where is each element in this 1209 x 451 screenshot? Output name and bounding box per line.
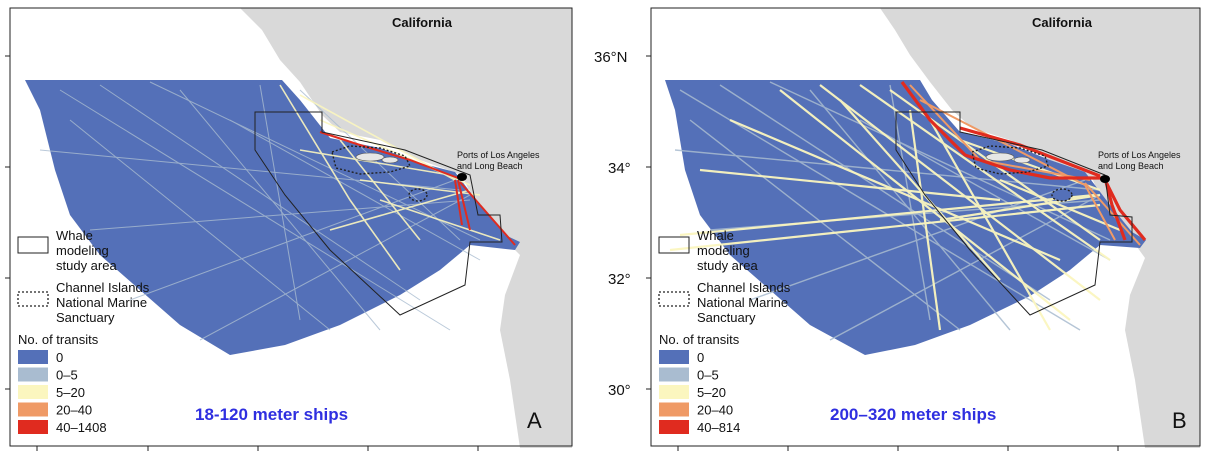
legend-sanctuary-line2-a: National Marine bbox=[56, 295, 147, 310]
sanctuary-outline-small-b bbox=[1051, 188, 1073, 202]
legend-a: Whale modeling study area Channel Island… bbox=[17, 228, 150, 435]
map-panel-a: California Ports of Los Angeles and Long… bbox=[0, 0, 580, 451]
legend-swatch-a-0 bbox=[18, 350, 48, 364]
legend-swatch-b-3 bbox=[659, 402, 689, 417]
land-california-a bbox=[240, 8, 572, 448]
map-frame-a bbox=[9, 7, 573, 447]
legend-swatch-b-1 bbox=[659, 367, 689, 382]
legend-bin-label-b-2: 5–20 bbox=[697, 385, 726, 400]
legend-sanctuary-line3-b: Sanctuary bbox=[697, 310, 756, 325]
lat-label-32: 32° bbox=[608, 271, 631, 288]
legend-study-area-line3-b: study area bbox=[697, 258, 758, 273]
axis-ticks-a bbox=[5, 55, 479, 451]
legend-swatch-b-2 bbox=[659, 385, 689, 399]
legend-study-area-line2-b: modeling bbox=[697, 243, 750, 258]
ports-label-a-line1: Ports of Los Angeles bbox=[457, 150, 540, 160]
legend-sanctuary-line3-a: Sanctuary bbox=[56, 310, 115, 325]
ports-label-a-line2: and Long Beach bbox=[457, 161, 523, 171]
map-a-svg: California Ports of Los Angeles and Long… bbox=[5, 7, 573, 451]
legend-study-area-swatch-b bbox=[658, 236, 690, 254]
legend-bin-label-b-3: 20–40 bbox=[697, 403, 733, 418]
lat-label-34: 34° bbox=[608, 160, 631, 177]
map-panel-b: 36°N 34° 32° 30° California Ports of Los… bbox=[580, 0, 1209, 451]
legend-sanctuary-line2-b: National Marine bbox=[697, 295, 788, 310]
legend-study-area-line1-a: Whale bbox=[56, 228, 93, 243]
channel-islands-b bbox=[985, 152, 1031, 164]
legend-swatch-a-2 bbox=[18, 385, 48, 399]
state-label-b: California bbox=[1032, 15, 1093, 30]
caption-b: 200–320 meter ships bbox=[830, 405, 996, 424]
legend-bins-a: 0 0–5 5–20 20–40 40–1408 bbox=[18, 350, 107, 435]
legend-title-b: No. of transits bbox=[659, 332, 740, 347]
legend-bin-label-a-2: 5–20 bbox=[56, 385, 85, 400]
legend-swatch-b-4 bbox=[659, 420, 689, 434]
legend-sanctuary-swatch-a bbox=[17, 291, 49, 307]
legend-bin-label-a-3: 20–40 bbox=[56, 403, 92, 418]
legend-b: Whale modeling study area Channel Island… bbox=[658, 228, 791, 435]
ship-tracks-red-a bbox=[319, 131, 516, 246]
panel-letter-a: A bbox=[527, 408, 542, 433]
study-area-outline-b bbox=[895, 111, 1133, 316]
legend-bin-label-b-0: 0 bbox=[697, 350, 704, 365]
channel-islands-a bbox=[355, 152, 399, 164]
lat-label-36: 36°N bbox=[594, 49, 628, 66]
sanctuary-outline-a bbox=[331, 145, 411, 175]
legend-swatch-a-3 bbox=[18, 402, 48, 417]
legend-sanctuary-swatch-b bbox=[658, 291, 690, 307]
legend-swatch-a-4 bbox=[18, 420, 48, 434]
ports-label-b-line1: Ports of Los Angeles bbox=[1098, 150, 1181, 160]
lat-label-30: 30° bbox=[608, 382, 631, 399]
ports-marker-a bbox=[457, 173, 467, 181]
legend-title-a: No. of transits bbox=[18, 332, 99, 347]
sanctuary-outline-b bbox=[971, 145, 1049, 175]
transit-region-a bbox=[25, 80, 520, 355]
legend-swatch-a-1 bbox=[18, 367, 48, 382]
legend-bin-label-a-1: 0–5 bbox=[56, 368, 78, 383]
legend-study-area-swatch-a bbox=[17, 236, 49, 254]
sanctuary-outline-small-a bbox=[408, 188, 428, 202]
legend-bin-label-a-0: 0 bbox=[56, 350, 63, 365]
ports-label-b-line2: and Long Beach bbox=[1098, 161, 1164, 171]
ship-tracks-light-b bbox=[674, 81, 1111, 341]
map-frame-b bbox=[650, 7, 1201, 447]
state-label-a: California bbox=[392, 15, 453, 30]
land-california-b bbox=[880, 8, 1200, 448]
legend-study-area-line2-a: modeling bbox=[56, 243, 109, 258]
legend-bins-b: 0 0–5 5–20 20–40 40–814 bbox=[659, 350, 740, 435]
caption-a: 18-120 meter ships bbox=[195, 405, 348, 424]
ports-marker-b bbox=[1100, 175, 1110, 183]
axis-ticks-b bbox=[646, 55, 1119, 451]
legend-bin-label-b-1: 0–5 bbox=[697, 368, 719, 383]
legend-swatch-b-0 bbox=[659, 350, 689, 364]
panel-letter-b: B bbox=[1172, 408, 1187, 433]
legend-bin-label-b-4: 40–814 bbox=[697, 420, 740, 435]
legend-sanctuary-line1-a: Channel Islands bbox=[56, 280, 150, 295]
legend-sanctuary-line1-b: Channel Islands bbox=[697, 280, 791, 295]
map-b-svg: 36°N 34° 32° 30° California Ports of Los… bbox=[594, 7, 1201, 451]
legend-study-area-line1-b: Whale bbox=[697, 228, 734, 243]
legend-bin-label-a-4: 40–1408 bbox=[56, 420, 107, 435]
study-area-outline-a bbox=[254, 111, 503, 316]
legend-study-area-line3-a: study area bbox=[56, 258, 117, 273]
